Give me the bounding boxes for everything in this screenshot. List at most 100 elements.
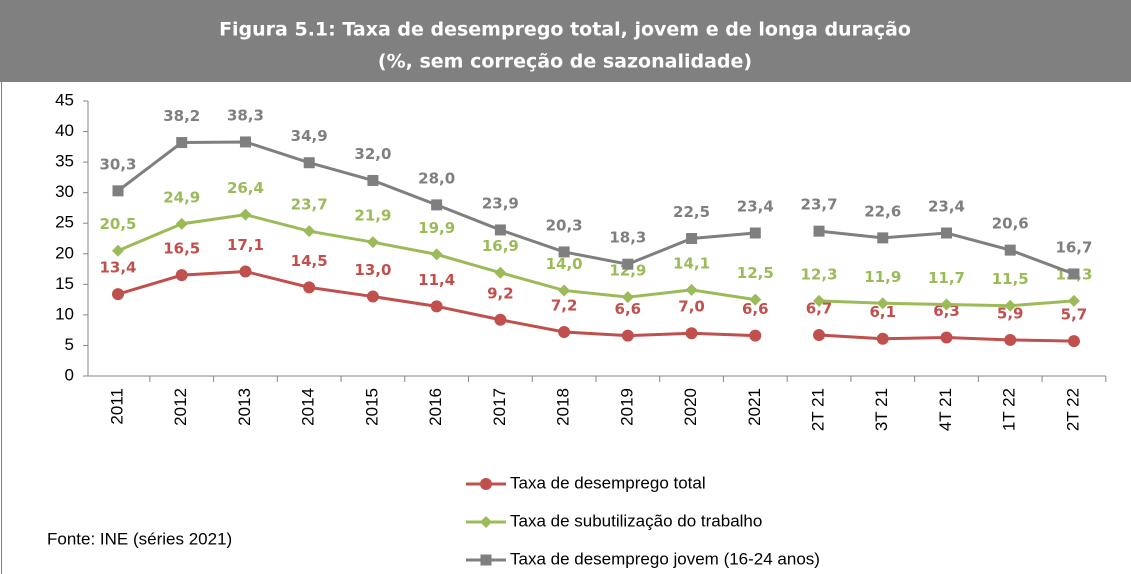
data-label: 11,9 bbox=[864, 268, 901, 286]
x-tick-label: 2017 bbox=[490, 388, 509, 426]
y-tick-label: 30 bbox=[55, 182, 74, 201]
data-label: 38,3 bbox=[227, 106, 264, 124]
data-label: 23,9 bbox=[482, 194, 519, 212]
data-label: 14,5 bbox=[291, 252, 328, 270]
data-label: 34,9 bbox=[291, 127, 328, 145]
chart-subtitle: (%, sem correção de sazonalidade) bbox=[378, 51, 752, 73]
data-label: 13,4 bbox=[99, 259, 136, 277]
legend-label: Taxa de desemprego jovem (16-24 anos) bbox=[510, 549, 820, 568]
point bbox=[480, 478, 492, 490]
data-label: 17,1 bbox=[227, 236, 264, 254]
data-label: 16,7 bbox=[1055, 238, 1092, 256]
data-label: 6,7 bbox=[806, 300, 833, 318]
point bbox=[112, 288, 124, 301]
point bbox=[558, 246, 570, 258]
data-label: 26,4 bbox=[227, 179, 264, 197]
x-tick-label: 2T 22 bbox=[1063, 388, 1082, 431]
point bbox=[430, 300, 443, 313]
data-label: 23,7 bbox=[801, 196, 838, 214]
data-label: 16,9 bbox=[482, 237, 519, 255]
data-label: 30,3 bbox=[99, 155, 136, 173]
data-label: 11,4 bbox=[418, 271, 455, 289]
point bbox=[749, 329, 762, 342]
data-label: 28,0 bbox=[418, 169, 455, 187]
y-tick-label: 25 bbox=[55, 213, 74, 232]
y-tick-label: 45 bbox=[55, 90, 74, 109]
point bbox=[494, 313, 507, 326]
x-tick-label: 1T 22 bbox=[1000, 388, 1019, 431]
data-label: 19,9 bbox=[418, 219, 455, 237]
point bbox=[431, 199, 443, 211]
header-band bbox=[0, 0, 1131, 82]
point bbox=[239, 265, 252, 278]
data-label: 9,2 bbox=[487, 284, 514, 302]
data-label: 5,9 bbox=[997, 304, 1024, 322]
data-label: 21,9 bbox=[354, 207, 391, 225]
x-tick-label: 2T 21 bbox=[809, 388, 828, 431]
point bbox=[1004, 333, 1017, 346]
x-tick-label: 4T 21 bbox=[936, 388, 955, 431]
y-tick-label: 20 bbox=[55, 243, 74, 262]
point bbox=[813, 225, 825, 237]
point bbox=[239, 208, 252, 221]
data-label: 14,0 bbox=[546, 255, 583, 273]
source-note: Fonte: INE (séries 2021) bbox=[47, 529, 232, 548]
point bbox=[877, 232, 889, 244]
data-label: 22,6 bbox=[864, 202, 901, 220]
point bbox=[175, 269, 188, 282]
point bbox=[367, 174, 379, 186]
point bbox=[940, 331, 953, 344]
y-tick-label: 40 bbox=[55, 121, 74, 140]
data-label: 18,3 bbox=[609, 229, 646, 247]
point bbox=[940, 298, 953, 311]
point bbox=[112, 244, 124, 257]
point bbox=[749, 293, 762, 306]
data-label: 11,7 bbox=[928, 269, 965, 287]
x-tick-label: 2020 bbox=[681, 388, 700, 426]
legend-label: Taxa de desemprego total bbox=[510, 473, 706, 492]
point bbox=[621, 329, 634, 342]
point bbox=[494, 266, 507, 279]
x-tick-label: 2012 bbox=[171, 388, 190, 426]
point bbox=[366, 290, 379, 303]
point bbox=[686, 233, 698, 244]
point bbox=[558, 284, 571, 297]
point bbox=[813, 294, 826, 307]
data-label: 12,9 bbox=[609, 262, 646, 280]
point bbox=[303, 225, 316, 238]
data-label: 20,5 bbox=[99, 215, 136, 233]
x-tick-label: 2018 bbox=[554, 388, 573, 426]
data-label: 24,9 bbox=[163, 188, 200, 206]
data-label: 23,4 bbox=[928, 198, 965, 216]
point bbox=[813, 329, 826, 342]
point bbox=[1067, 294, 1080, 307]
point bbox=[1068, 268, 1080, 280]
point bbox=[175, 217, 188, 230]
y-tick-label: 35 bbox=[55, 152, 74, 171]
x-tick-label: 2011 bbox=[107, 388, 126, 425]
point bbox=[303, 157, 315, 169]
x-tick-label: 2016 bbox=[426, 388, 445, 426]
data-label: 6,3 bbox=[933, 302, 960, 320]
data-label: 20,6 bbox=[992, 215, 1029, 233]
point bbox=[621, 291, 634, 304]
x-tick-label: 3T 21 bbox=[872, 388, 891, 431]
point bbox=[685, 327, 698, 340]
point bbox=[1004, 299, 1017, 312]
data-label: 6,6 bbox=[615, 300, 642, 318]
point bbox=[366, 236, 379, 249]
data-label: 32,0 bbox=[354, 145, 391, 163]
point bbox=[494, 224, 506, 236]
point bbox=[1004, 244, 1016, 256]
data-label: 20,3 bbox=[546, 216, 583, 234]
point bbox=[430, 248, 443, 261]
point bbox=[239, 136, 251, 148]
data-label: 11,5 bbox=[992, 270, 1029, 288]
point bbox=[480, 554, 492, 566]
data-label: 14,1 bbox=[673, 254, 710, 272]
data-label: 7,0 bbox=[678, 298, 705, 316]
data-label: 23,7 bbox=[291, 196, 328, 214]
point bbox=[749, 227, 761, 239]
data-label: 7,2 bbox=[551, 297, 578, 315]
